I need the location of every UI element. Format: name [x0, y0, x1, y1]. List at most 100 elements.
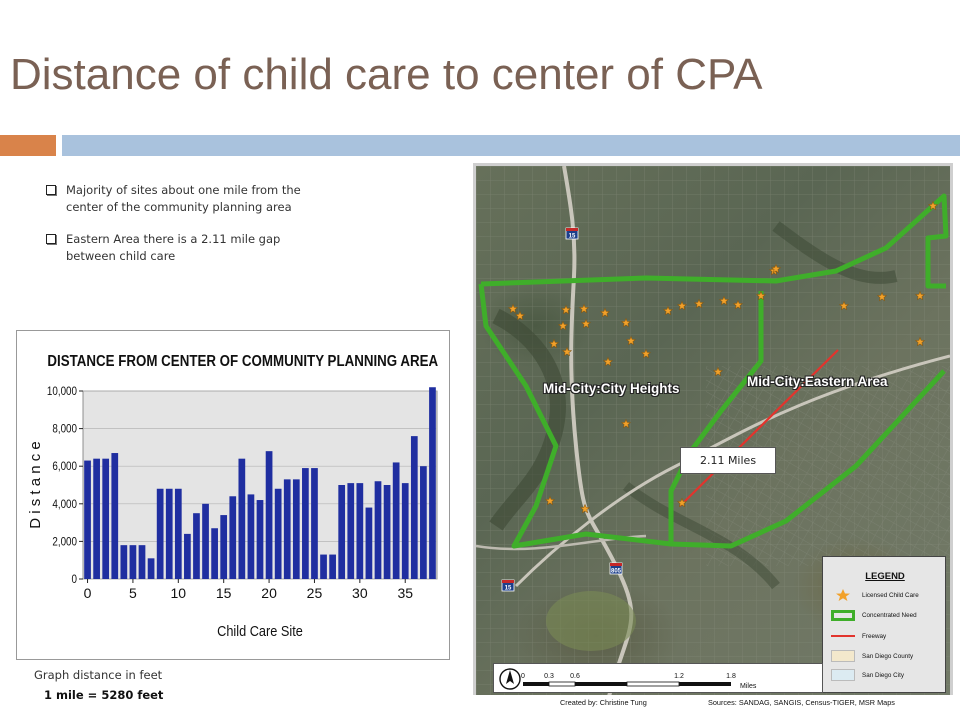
- child-care-site-icon: [676, 497, 688, 508]
- child-care-site-icon: [838, 300, 850, 311]
- bar: [356, 483, 364, 579]
- legend-item-concentrated-need: Concentrated Need: [831, 608, 917, 622]
- distance-callout: 2.11 Miles: [680, 447, 776, 474]
- legend-item-child-care: Licensed Child Care: [831, 588, 919, 602]
- child-care-site-icon: [514, 310, 526, 321]
- accent-bar-blue: [62, 135, 960, 156]
- child-care-site-icon: [625, 335, 637, 346]
- legend-title: LEGEND: [865, 571, 905, 582]
- bullet-item: Majority of sites about one mile from th…: [46, 182, 316, 216]
- legend-label: Concentrated Need: [862, 611, 917, 619]
- child-care-site-icon: [548, 338, 560, 349]
- slide-title: Distance of child care to center of CPA: [10, 50, 763, 99]
- child-care-site-icon: [557, 320, 569, 331]
- bar: [129, 545, 137, 579]
- y-tick-label: 2,000: [52, 536, 77, 549]
- accent-bar-orange: [0, 135, 56, 156]
- chart-title: DISTANCE FROM CENTER OF COMMUNITY PLANNI…: [47, 353, 439, 370]
- bullet-list: Majority of sites about one mile from th…: [46, 182, 316, 280]
- bar: [347, 483, 355, 579]
- bar: [429, 387, 436, 579]
- child-care-site-icon: [876, 291, 888, 302]
- bar: [410, 436, 418, 579]
- bar: [102, 458, 110, 579]
- bullet-text: Eastern Area there is a 2.11 mile gap be…: [66, 232, 281, 263]
- y-tick-label: 10,000: [47, 385, 77, 398]
- child-care-site-icon: [914, 336, 926, 347]
- created-by: Created by: Christine Tung: [560, 698, 647, 707]
- freeway-shield-icon: 15: [565, 227, 579, 240]
- child-care-site-icon: [507, 303, 519, 314]
- y-axis-label: D i s t a n c e: [27, 441, 44, 529]
- child-care-site-icon: [560, 304, 572, 315]
- chart-canvas: 0 2,000 4,000 6,000 8,000 10,000 0 5 10 15 20 25 30 3…: [27, 385, 438, 639]
- child-care-site-icon: [579, 503, 591, 514]
- bar: [193, 513, 200, 579]
- scale-unit-label: Miles: [740, 683, 757, 690]
- child-care-site-icon: [914, 290, 926, 301]
- city-swatch-icon: [831, 669, 855, 681]
- child-care-site-icon: [755, 290, 767, 301]
- x-tick-label: 35: [397, 585, 413, 601]
- north-arrow-icon: [499, 668, 521, 690]
- legend-item-city: San Diego City: [831, 668, 904, 682]
- scale-bar: 0 0.3 0.6 1.2 1.8 Miles: [493, 663, 823, 693]
- x-tick-label: 0: [84, 585, 92, 601]
- bar: [365, 507, 373, 579]
- x-tick-label: 5: [129, 585, 137, 601]
- freeway-shield-number: 15: [569, 234, 576, 240]
- child-care-site-icon: [620, 418, 632, 429]
- child-care-site-icon: [662, 305, 674, 316]
- bar: [147, 558, 155, 579]
- map-credits: Created by: Christine Tung Sources: SAND…: [473, 695, 953, 711]
- legend-item-county: San Diego County: [831, 649, 913, 663]
- y-tick-label: 6,000: [52, 460, 77, 473]
- child-care-site-icon: [693, 298, 705, 309]
- bar: [420, 466, 427, 579]
- child-care-site-icon: [578, 303, 590, 314]
- sources: Sources: SANDAG, SANGIS, Census-TIGER, M…: [708, 698, 895, 707]
- child-care-site-icon: [561, 346, 573, 357]
- scale-tick-label: 0.3: [544, 673, 554, 680]
- freeway-shield-icon: 15: [501, 579, 515, 592]
- graph-caption: Graph distance in feet: [34, 668, 163, 682]
- bar: [392, 462, 400, 579]
- bar: [211, 528, 218, 579]
- x-tick-label: 30: [352, 585, 368, 601]
- bar: [184, 533, 191, 579]
- bar: [229, 496, 237, 579]
- bar: [329, 554, 336, 579]
- x-tick-label: 20: [261, 585, 277, 601]
- x-tick-label: 25: [307, 585, 323, 601]
- map-legend: LEGEND Licensed Child Care Concentrated …: [822, 556, 946, 693]
- bar: [138, 545, 146, 579]
- child-care-site-icon: [599, 307, 611, 318]
- bar: [156, 488, 164, 579]
- scale-tick-label: 0: [521, 673, 525, 680]
- boundary-swatch-icon: [831, 609, 855, 621]
- scale-tick-label: 1.8: [726, 673, 736, 680]
- child-care-site-icon: [676, 300, 688, 311]
- city-heights-label: Mid-City:City Heights: [543, 381, 680, 396]
- child-care-site-icon: [927, 200, 939, 211]
- mile-conversion-note: 1 mile = 5280 feet: [44, 688, 164, 702]
- child-care-site-icon: [640, 348, 652, 359]
- child-care-site-icon: [712, 366, 724, 377]
- bullet-text: Majority of sites about one mile from th…: [66, 183, 301, 214]
- freeway-line-icon: [831, 630, 855, 642]
- x-axis-label: Child Care Site: [217, 622, 303, 639]
- bar: [274, 488, 282, 579]
- scale-tick-label: 1.2: [674, 673, 684, 680]
- bar: [247, 494, 255, 579]
- x-tick-label: 15: [216, 585, 232, 601]
- child-care-site-icon: [602, 356, 614, 367]
- legend-item-freeway: Freeway: [831, 629, 886, 643]
- bar: [401, 483, 409, 579]
- bar: [374, 481, 382, 579]
- bar: [202, 503, 209, 579]
- checkbox-bullet-icon: [46, 234, 56, 244]
- distance-chart: DISTANCE FROM CENTER OF COMMUNITY PLANNI…: [16, 330, 450, 660]
- bar: [84, 460, 91, 579]
- bar: [220, 515, 228, 579]
- legend-label: Freeway: [862, 632, 887, 640]
